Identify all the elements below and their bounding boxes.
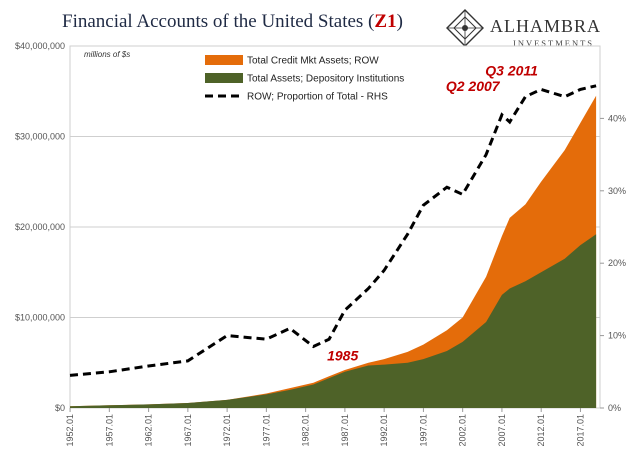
x-tick-label: 2007.01 — [497, 414, 507, 447]
area-total-credit-mkt-assets-row — [70, 95, 597, 409]
annotation-label: Q2 2007 — [446, 78, 501, 94]
chart-title-close: ) — [397, 11, 403, 32]
x-tick-label: 1982.01 — [301, 414, 311, 447]
logo-subtitle: INVESTMENTS — [513, 38, 594, 48]
area-total-assets-depository-institutions — [70, 234, 597, 408]
chart-title-main: Financial Accounts of the United States … — [62, 11, 374, 32]
legend-label: Total Credit Mkt Assets; ROW — [247, 56, 379, 67]
y-left-tick-label: $40,000,000 — [15, 41, 65, 51]
x-tick-label: 1992.01 — [379, 414, 389, 447]
x-tick-label: 2017.01 — [575, 414, 585, 447]
chart-title-accent: Z1 — [374, 11, 396, 32]
x-tick-label: 1972.01 — [222, 414, 232, 447]
alhambra-logo: ALHAMBRA INVESTMENTS — [446, 9, 601, 48]
y-axis-right: 0% 10% 20% 30% 40% — [600, 113, 626, 413]
legend-swatch — [205, 55, 243, 65]
legend-swatch — [205, 73, 243, 83]
legend: Total Credit Mkt Assets; ROW Total Assets… — [205, 55, 404, 103]
x-tick-label: 2012.01 — [536, 414, 546, 447]
units-label: millions of $s — [84, 50, 130, 59]
legend-label: Total Assets; Depository Institutions — [247, 74, 404, 85]
x-tick-label: 1952.01 — [65, 414, 75, 447]
x-tick-label: 2002.01 — [458, 414, 468, 447]
x-tick-label: 1967.01 — [183, 414, 193, 447]
y-left-tick-label: $10,000,000 — [15, 313, 65, 323]
y-left-tick-label: $30,000,000 — [15, 132, 65, 142]
logo-diamond-icon — [446, 9, 484, 47]
chart-title: Financial Accounts of the United States … — [62, 11, 403, 32]
y-axis-left: $0 $10,000,000 $20,000,000 $30,000,000 $40,0… — [15, 41, 65, 413]
x-tick-label: 1957.01 — [104, 414, 114, 447]
plot-lines — [69, 84, 597, 377]
logo-name: ALHAMBRA — [490, 16, 601, 36]
y-right-tick-label: 0% — [608, 403, 621, 413]
annotation-label: 1985 — [327, 348, 358, 364]
y-right-tick-label: 40% — [608, 113, 626, 123]
legend-label: ROW; Proportion of Total - RHS — [247, 92, 388, 103]
annotation-label: Q3 2011 — [485, 62, 538, 78]
y-left-tick-label: $20,000,000 — [15, 222, 65, 232]
y-left-tick-label: $0 — [55, 403, 65, 413]
y-right-tick-label: 30% — [608, 186, 626, 196]
x-tick-label: 1962.01 — [144, 414, 154, 447]
x-tick-label: 1977.01 — [261, 414, 271, 447]
x-axis: 1952.01 1957.01 1962.01 1967.01 1972.01 1977.… — [65, 408, 585, 447]
x-tick-label: 1987.01 — [340, 414, 350, 447]
x-tick-label: 1997.01 — [418, 414, 428, 447]
y-right-tick-label: 10% — [608, 331, 626, 341]
y-right-tick-label: 20% — [608, 258, 626, 268]
plot-areas — [70, 95, 597, 409]
line-row-proportion-of-total — [69, 84, 597, 377]
